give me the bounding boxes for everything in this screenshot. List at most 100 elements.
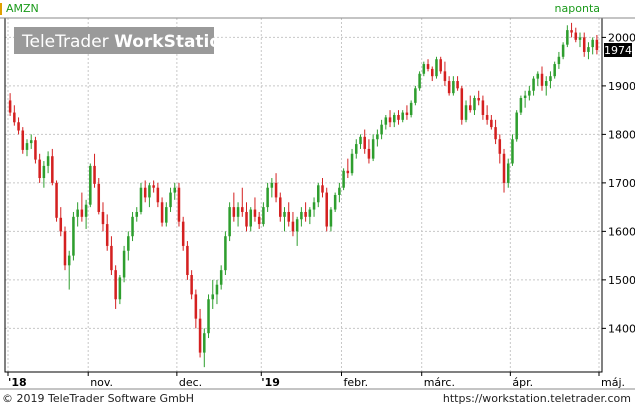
candle-body <box>473 98 476 111</box>
candle-body <box>51 156 54 183</box>
candle-body <box>72 216 75 256</box>
x-tick-label: márc. <box>424 376 455 389</box>
candle-body <box>67 255 71 266</box>
candle-body <box>253 209 257 217</box>
candle-body <box>131 216 134 237</box>
candle-body <box>207 299 210 334</box>
candle-body <box>414 88 417 103</box>
candle-body <box>544 81 548 86</box>
candle-body <box>105 224 109 246</box>
candle-body <box>13 112 16 123</box>
candle-body <box>456 81 459 89</box>
website-link[interactable]: https://workstation.teletrader.com <box>442 392 631 405</box>
candle-body <box>55 182 58 218</box>
candle-body <box>439 59 442 72</box>
candle-body <box>342 170 345 188</box>
candle-body <box>464 105 468 120</box>
candle-body <box>561 44 565 57</box>
candle-body <box>346 170 350 174</box>
candle-body <box>409 102 413 115</box>
candle-body <box>392 114 396 123</box>
candle-body <box>595 39 599 51</box>
plot-area <box>5 18 602 372</box>
candle-body <box>359 136 362 145</box>
candle-body <box>165 207 168 223</box>
last-price-value: 1974 <box>604 44 632 57</box>
symbol-marker <box>0 3 2 15</box>
candle-body <box>232 207 236 217</box>
candle-body <box>152 185 155 188</box>
candle-body <box>101 211 105 225</box>
candle-body <box>228 207 231 237</box>
x-tick-label: ápr. <box>512 376 533 389</box>
candle-body <box>135 211 139 217</box>
candle-body <box>426 64 430 69</box>
candle-body <box>401 112 404 120</box>
x-tick-label: '19 <box>261 376 280 389</box>
candle-body <box>198 318 202 353</box>
candle-body <box>29 140 33 144</box>
candle-body <box>287 211 290 222</box>
y-tick-label: 1500 <box>608 274 635 287</box>
candle-body <box>325 192 328 227</box>
candle-body <box>329 209 333 227</box>
candle-body <box>262 207 265 225</box>
candle-body <box>270 182 274 188</box>
candle-body <box>566 30 569 45</box>
candle-body <box>452 81 455 94</box>
candle-body <box>304 211 307 217</box>
candle-body <box>481 100 485 115</box>
candle-body <box>46 156 50 166</box>
x-tick-label: febr. <box>343 376 368 389</box>
candle-body <box>549 76 552 82</box>
candle-body <box>215 284 219 295</box>
y-tick-label: 1400 <box>608 322 635 335</box>
candle-body <box>485 114 489 120</box>
candle-body <box>34 140 37 160</box>
candle-body <box>160 202 164 223</box>
candle-body <box>194 294 198 319</box>
candle-body <box>283 211 286 217</box>
candle-body <box>540 73 544 86</box>
candle-body <box>418 73 421 89</box>
candle-body <box>300 211 303 220</box>
candle-body <box>338 187 341 195</box>
candle-body <box>84 204 88 217</box>
candle-body <box>494 127 497 140</box>
candle-body <box>59 217 63 232</box>
candle-body <box>384 117 388 125</box>
candle-body <box>279 197 282 217</box>
candle-body <box>93 165 96 184</box>
x-tick-label: nov. <box>90 376 113 389</box>
candle-body <box>186 245 189 276</box>
candle-body <box>169 192 172 208</box>
y-tick-label: 1900 <box>608 80 635 93</box>
y-tick-label: 1600 <box>608 225 635 238</box>
price-chart: TeleTrader WorkStation AMZN naponta 1400 150… <box>0 2 635 390</box>
candle-body <box>80 209 84 217</box>
candle-body <box>523 95 527 99</box>
candle-body <box>266 187 269 208</box>
candle-body <box>291 221 295 232</box>
candle-body <box>582 37 586 52</box>
candle-body <box>498 139 502 154</box>
candle-body <box>274 182 278 198</box>
candle-body <box>557 56 561 65</box>
candle-body <box>578 37 582 40</box>
candle-body <box>435 59 438 77</box>
footer: © 2019 TeleTrader Software GmbH https://… <box>0 390 635 408</box>
candle-body <box>515 112 518 140</box>
candle-body <box>388 117 392 123</box>
candle-body <box>528 90 531 96</box>
y-tick-label: 1700 <box>608 177 635 190</box>
candle-body <box>511 139 514 164</box>
candle-body <box>143 187 147 198</box>
x-tick-label: dec. <box>179 376 202 389</box>
candle-body <box>148 185 151 198</box>
interval-label: naponta <box>555 2 600 15</box>
candle-body <box>190 275 193 295</box>
candle-body <box>443 71 447 82</box>
candle-body <box>76 209 79 217</box>
candle-body <box>405 112 409 115</box>
